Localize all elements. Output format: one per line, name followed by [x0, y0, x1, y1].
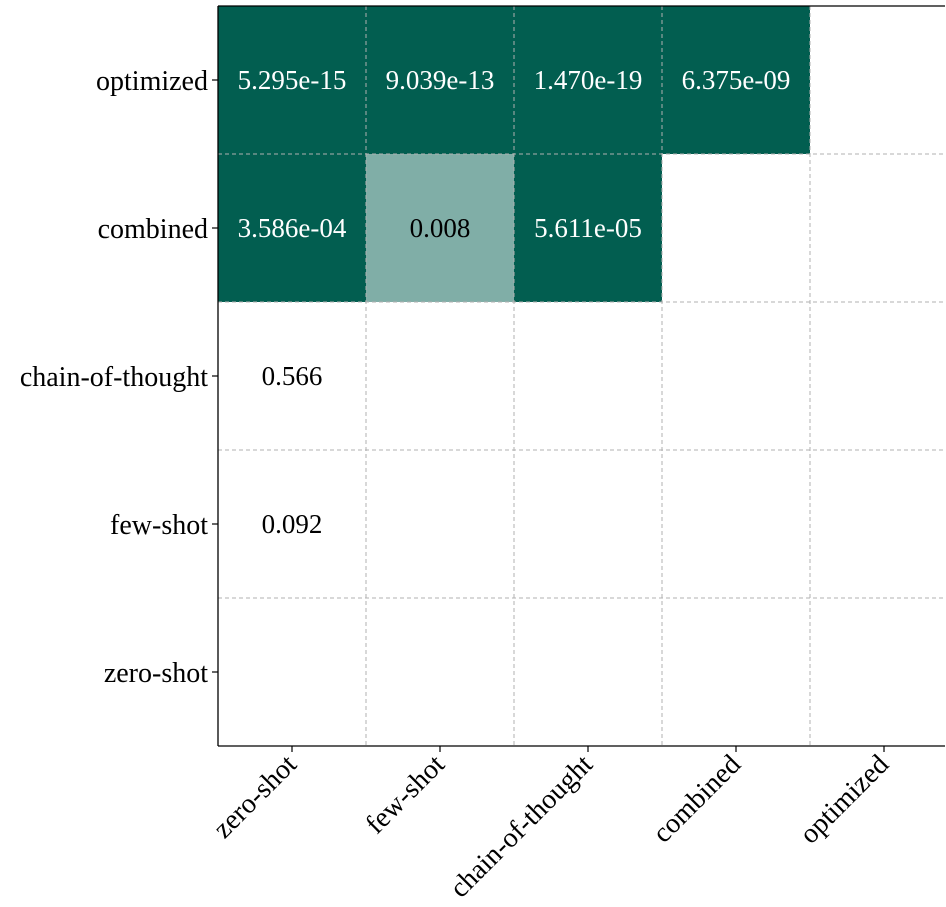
heatmap-cell-combined-vs-few-shot: [366, 154, 514, 302]
grid-lines: [218, 6, 945, 746]
y-tick-label: few-shot: [110, 510, 208, 541]
heatmap-cells: [218, 6, 810, 302]
cell-value-label: 5.295e-15: [238, 65, 347, 95]
cell-value-label: 3.586e-04: [238, 213, 347, 243]
y-tick-label: combined: [98, 214, 208, 245]
heatmap-cell-combined-vs-chain-of-thought: [514, 154, 662, 302]
cell-value-label: 5.611e-05: [534, 213, 642, 243]
heatmap-cell-optimized-vs-chain-of-thought: [514, 6, 662, 154]
x-tick-label: chain-of-thought: [444, 749, 599, 904]
cell-value-label: 0.008: [410, 213, 471, 243]
heatmap-cell-optimized-vs-combined: [662, 6, 810, 154]
y-tick-label: zero-shot: [104, 658, 208, 689]
cell-value-label: 9.039e-13: [386, 65, 495, 95]
cell-value-label: 1.470e-19: [534, 65, 643, 95]
heatmap-cell-combined-vs-zero-shot: [218, 154, 366, 302]
cell-value-label: 0.092: [262, 509, 323, 539]
x-tick-label: optimized: [794, 749, 895, 850]
cell-value-label: 6.375e-09: [682, 65, 791, 95]
x-tick-label: combined: [647, 749, 747, 849]
x-tick-label: zero-shot: [207, 749, 303, 845]
heatmap-cell-optimized-vs-few-shot: [366, 6, 514, 154]
x-tick-label: few-shot: [360, 749, 451, 840]
cell-value-label: 0.566: [262, 361, 323, 391]
y-tick-label: chain-of-thought: [20, 362, 208, 393]
cell-labels: 5.295e-15 9.039e-13 1.470e-19 6.375e-09 3.58…: [238, 65, 791, 539]
y-tick-label: optimized: [96, 66, 208, 97]
heatmap-cell-optimized-vs-zero-shot: [218, 6, 366, 154]
